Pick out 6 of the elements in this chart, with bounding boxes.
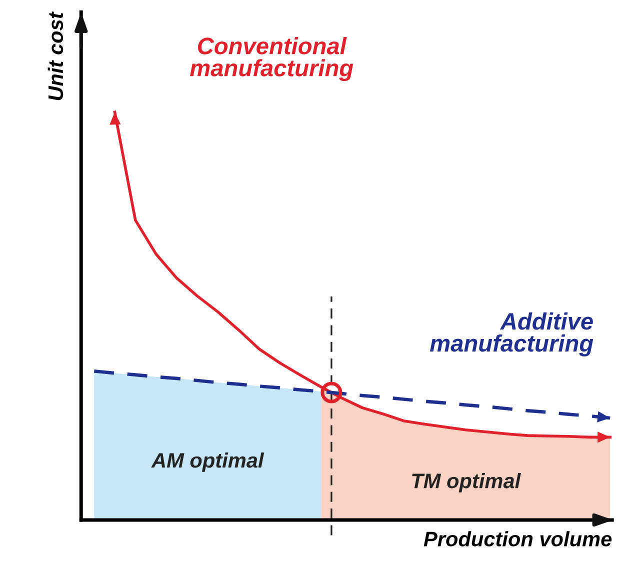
y-axis-title: Unit cost (48, 11, 64, 100)
x-axis-title: Production volume (424, 531, 612, 546)
series-label: Additive manufacturing (430, 312, 594, 356)
series-label: AM optimal (151, 452, 264, 472)
text: Conventional manufacturing (190, 37, 354, 82)
series-label: TM optimal (412, 473, 521, 492)
